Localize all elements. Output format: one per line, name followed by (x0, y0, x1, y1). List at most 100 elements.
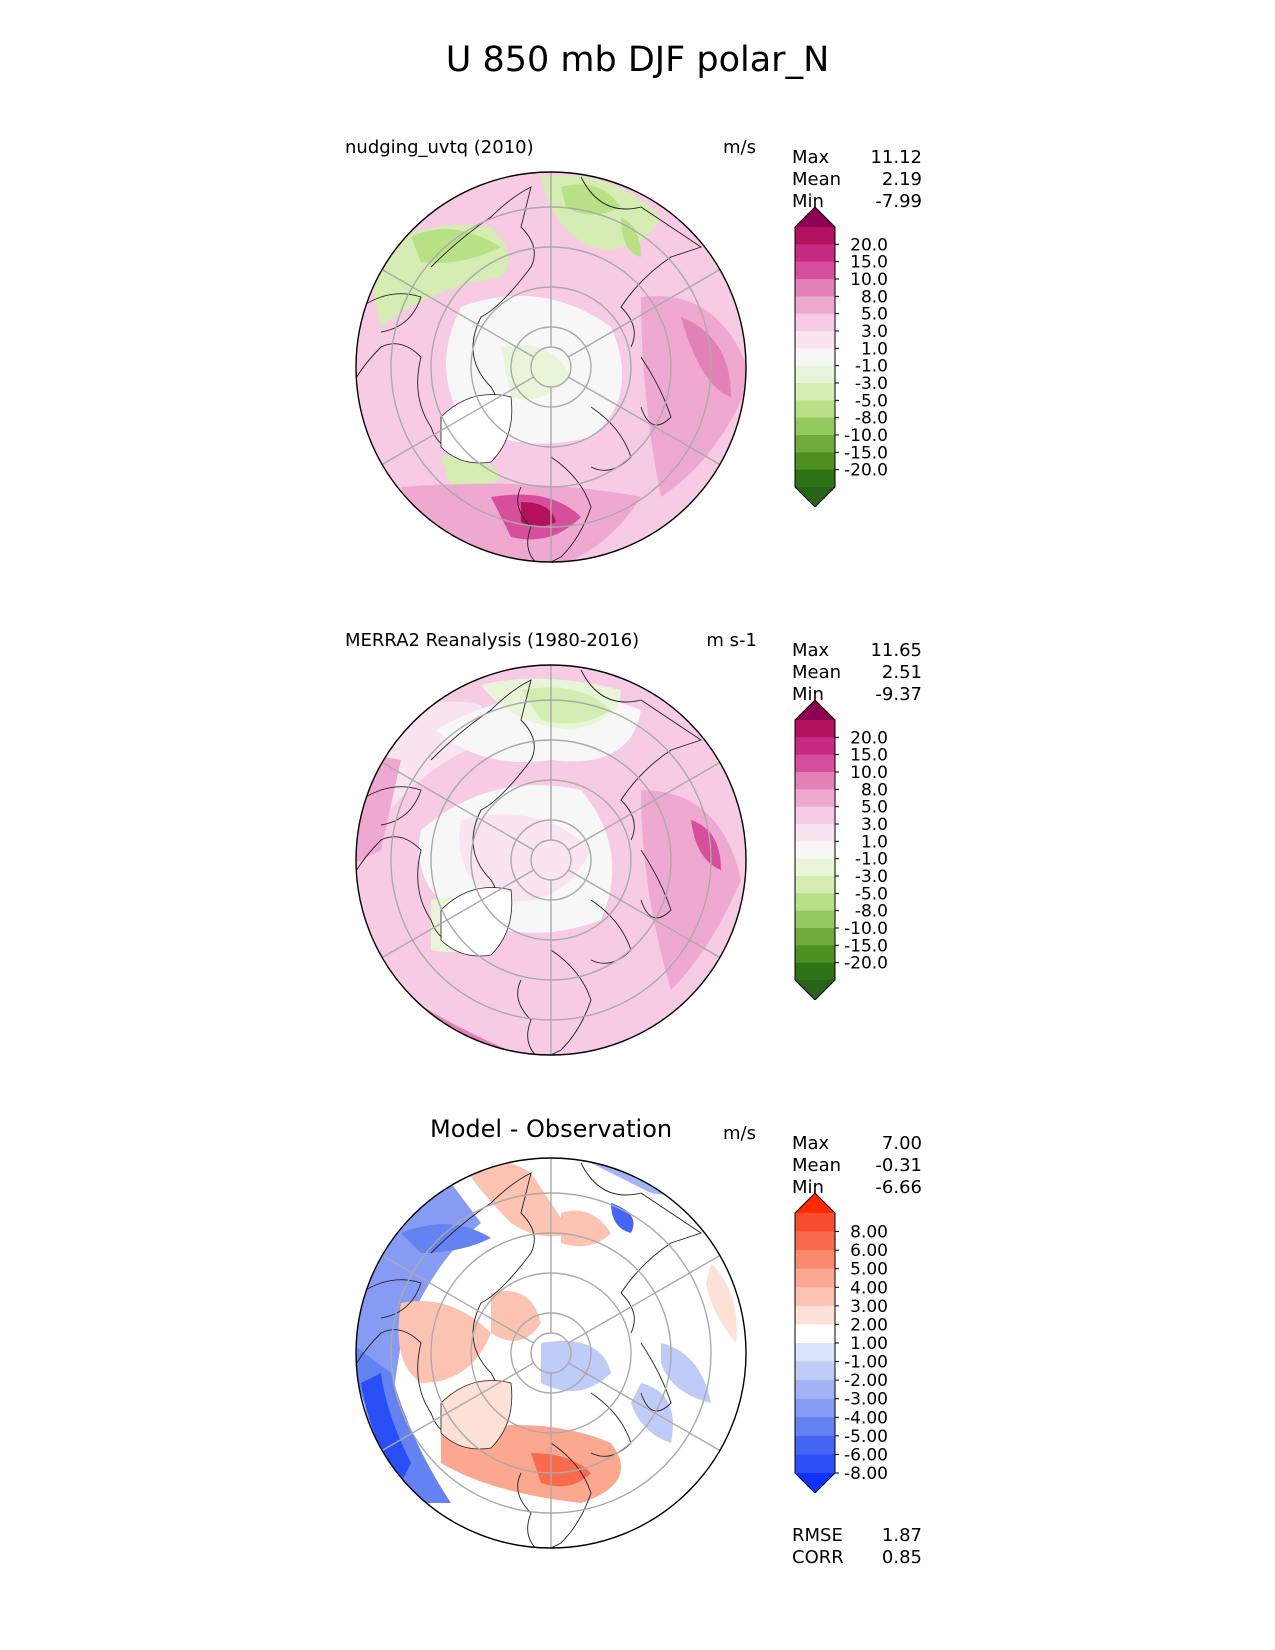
colorbar-segment (795, 452, 835, 471)
colorbar-segment (795, 858, 835, 877)
colorbar-tick-label: 5.0 (861, 798, 888, 818)
colorbar-segment (795, 962, 835, 981)
colorbar-segment (795, 244, 835, 263)
colorbar-segment (795, 469, 835, 488)
coastline (356, 186, 535, 450)
field-contour-region (706, 1263, 737, 1343)
colorbar-segment (795, 1380, 835, 1400)
colorbar-segment (795, 1435, 835, 1455)
colorbar-tick-label: 5.0 (861, 305, 888, 325)
field-contour-region (561, 184, 621, 215)
colorbar-extend-max (795, 1193, 835, 1213)
field-contour-region (441, 454, 501, 491)
colorbar-tick-label: 10.0 (850, 270, 888, 290)
colorbar: 20.015.010.08.05.03.01.0-1.0-3.0-5.0-8.0… (794, 207, 888, 507)
colorbar-segment (795, 417, 835, 436)
colorbar-tick-label: -10.0 (844, 426, 888, 446)
mean-value: 2.51 (881, 662, 922, 683)
map-boundary (355, 664, 747, 1056)
colorbar-extend-min (795, 980, 835, 1000)
polar-map (355, 171, 747, 563)
graticule-pole-ring (530, 346, 572, 388)
colorbar-segment (795, 1268, 835, 1288)
field-contour-region (611, 1203, 634, 1233)
colorbar-tick-label: 5.00 (850, 1260, 888, 1280)
colorbar-tick-label: 3.00 (850, 1297, 888, 1317)
graticule-meridian (567, 1362, 721, 1452)
field-contour-region (491, 1291, 541, 1341)
colorbar-segment (795, 737, 835, 756)
field-contour-region (459, 814, 591, 902)
colorbar-segment (795, 279, 835, 297)
colorbar-segment (795, 720, 835, 738)
field-contour-region (541, 1341, 611, 1391)
colorbar-segment (795, 1343, 835, 1363)
colorbar-tick-label: -10.0 (844, 919, 888, 939)
panel-units: m s-1 (706, 630, 757, 651)
colorbar-segment (795, 296, 835, 315)
panel-difference: Model - Observation m/s Max 7.00 Mean -0.3… (0, 1115, 1275, 1593)
colorbar-tick-label: 10.0 (850, 763, 888, 783)
colorbar-segment (795, 1231, 835, 1251)
panel-observation: MERRA2 Reanalysis (1980-2016) m s-1 Max 1… (0, 630, 1275, 1100)
rmse-label: RMSE (792, 1525, 843, 1546)
graticule-meridian (381, 1362, 535, 1452)
colorbar-tick-label: 1.00 (850, 1334, 888, 1354)
field-contour-region (661, 1343, 711, 1403)
coastline (517, 949, 592, 1055)
mean-value: -0.31 (875, 1155, 922, 1176)
graticule-meridian (567, 761, 721, 851)
colorbar-segment (795, 1305, 835, 1325)
mean-value: 2.19 (881, 169, 922, 190)
greenland (440, 887, 513, 957)
graticule-meridian (381, 268, 535, 358)
colorbar-segment (795, 331, 835, 349)
colorbar-tick-label: -6.00 (844, 1445, 888, 1465)
colorbar-segment (795, 928, 835, 946)
field-contour-region (641, 790, 741, 990)
colorbar-tick-label: 15.0 (850, 746, 888, 766)
max-label: Max (792, 640, 830, 661)
colorbar-segment (795, 1287, 835, 1307)
colorbar-extend-max (795, 700, 835, 720)
polar-map (355, 664, 747, 1056)
coastline (640, 1342, 672, 1412)
colorbar-extend-min (795, 1473, 835, 1493)
colorbar-segment (795, 313, 835, 332)
panel-title: Model - Observation (430, 1115, 673, 1143)
field-contour-region (621, 217, 641, 257)
colorbar-segment (795, 1417, 835, 1437)
colorbar-segment (795, 910, 835, 929)
colorbar-segment (795, 945, 835, 964)
colorbar-tick-label: -8.0 (855, 902, 888, 922)
colorbar-tick-label: -20.0 (844, 954, 888, 974)
colorbar-segment (795, 1250, 835, 1270)
colorbar-tick-label: -1.0 (855, 850, 888, 870)
colorbar-segment (795, 1361, 835, 1381)
colorbar-segment (795, 227, 835, 245)
coastline (580, 176, 703, 348)
field-contour-region (521, 687, 611, 724)
polar-map (355, 1157, 747, 1549)
colorbar-segment (795, 1213, 835, 1233)
colorbar-tick-label: -3.00 (844, 1390, 888, 1410)
colorbar-extend-min (795, 487, 835, 507)
graticule-meridian (567, 1254, 721, 1344)
coastline (360, 1279, 422, 1319)
map-field (356, 1158, 746, 1548)
colorbar-extend-max (795, 207, 835, 227)
graticule-meridian (381, 869, 535, 959)
field-contour-region (521, 502, 556, 527)
colorbar-tick-label: 20.0 (850, 235, 888, 255)
coastline (360, 293, 422, 333)
graticule-meridian (567, 376, 721, 466)
map-field (356, 172, 746, 562)
graticule-meridian (381, 1254, 535, 1344)
map-field (356, 665, 746, 1055)
coastline (517, 1442, 592, 1548)
coastline (356, 679, 535, 943)
field-contour-region (531, 1453, 591, 1487)
field-contour-region (356, 756, 401, 870)
greenland (440, 1380, 513, 1450)
panel-title: nudging_uvtq (2010) (345, 137, 534, 158)
